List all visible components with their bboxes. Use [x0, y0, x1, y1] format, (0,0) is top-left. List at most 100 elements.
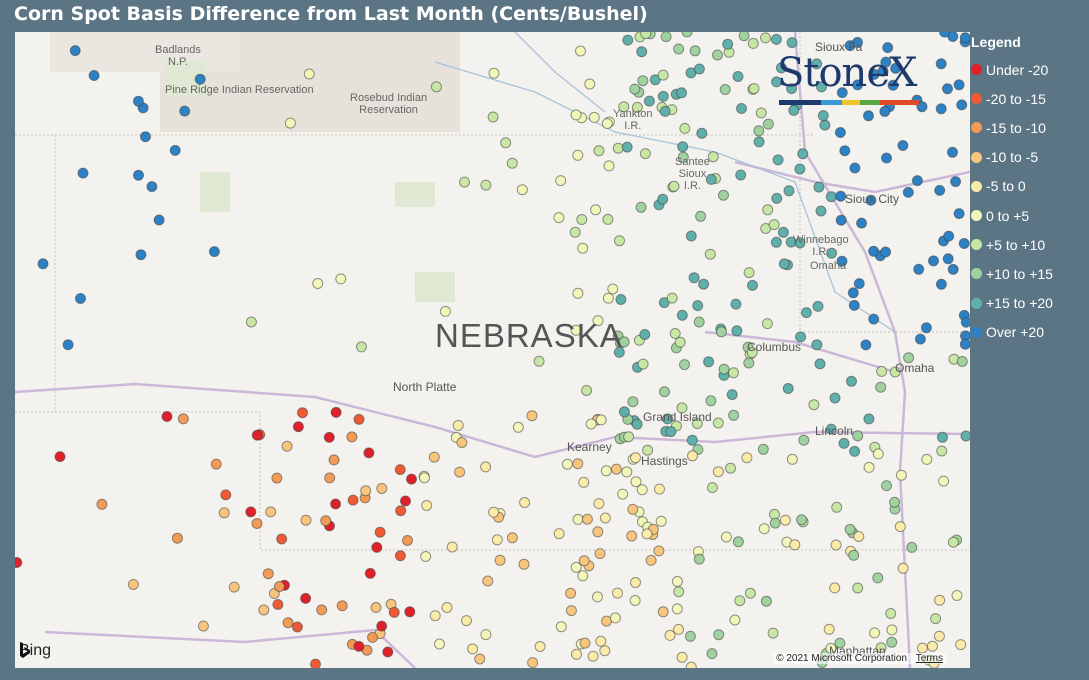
basis-point[interactable]: [677, 141, 689, 153]
basis-point[interactable]: [734, 595, 746, 607]
basis-point[interactable]: [886, 624, 898, 636]
basis-point[interactable]: [428, 451, 440, 463]
basis-point[interactable]: [610, 463, 622, 475]
basis-point[interactable]: [732, 71, 744, 82]
legend-item[interactable]: +10 to +15: [971, 259, 1087, 288]
basis-point[interactable]: [960, 316, 970, 328]
basis-point[interactable]: [786, 453, 798, 465]
basis-point[interactable]: [936, 445, 948, 457]
basis-point[interactable]: [897, 562, 909, 574]
basis-point[interactable]: [812, 300, 824, 312]
basis-point[interactable]: [753, 136, 765, 148]
basis-point[interactable]: [916, 642, 928, 654]
basis-point[interactable]: [882, 42, 894, 54]
basis-point[interactable]: [770, 33, 782, 45]
terms-link[interactable]: Terms: [915, 653, 943, 664]
basis-point[interactable]: [876, 365, 888, 377]
basis-point[interactable]: [400, 495, 411, 507]
basis-point[interactable]: [363, 447, 375, 459]
basis-point[interactable]: [760, 32, 771, 44]
basis-point[interactable]: [553, 212, 565, 224]
basis-point[interactable]: [911, 175, 923, 187]
basis-point[interactable]: [627, 396, 639, 408]
basis-point[interactable]: [570, 109, 582, 121]
basis-point[interactable]: [488, 506, 500, 518]
basis-point[interactable]: [577, 570, 589, 582]
basis-point[interactable]: [609, 612, 621, 624]
basis-point[interactable]: [555, 621, 567, 633]
basis-point[interactable]: [480, 629, 492, 641]
basis-point[interactable]: [906, 541, 918, 553]
basis-point[interactable]: [276, 533, 288, 545]
basis-point[interactable]: [569, 226, 581, 238]
basis-point[interactable]: [356, 341, 367, 353]
basis-point[interactable]: [607, 283, 619, 295]
basis-point[interactable]: [179, 105, 191, 117]
legend-item[interactable]: +5 to +10: [971, 230, 1087, 259]
basis-point[interactable]: [382, 646, 394, 658]
basis-point[interactable]: [914, 333, 926, 345]
basis-point[interactable]: [836, 87, 848, 99]
basis-point[interactable]: [895, 469, 907, 481]
basis-point[interactable]: [639, 148, 651, 160]
basis-point[interactable]: [836, 255, 848, 267]
basis-point[interactable]: [526, 410, 538, 422]
basis-point[interactable]: [533, 355, 545, 367]
basis-point[interactable]: [772, 154, 784, 166]
basis-point[interactable]: [642, 444, 654, 456]
basis-point[interactable]: [746, 347, 758, 359]
basis-point[interactable]: [429, 610, 441, 622]
basis-point[interactable]: [592, 526, 604, 538]
basis-point[interactable]: [637, 358, 649, 370]
basis-point[interactable]: [796, 514, 808, 526]
basis-point[interactable]: [719, 84, 731, 95]
basis-point[interactable]: [297, 407, 308, 419]
basis-point[interactable]: [913, 263, 925, 275]
basis-point[interactable]: [171, 532, 183, 544]
basis-point[interactable]: [693, 63, 705, 75]
basis-point[interactable]: [684, 630, 696, 642]
basis-point[interactable]: [743, 267, 755, 279]
basis-point[interactable]: [880, 246, 892, 258]
legend-item[interactable]: -10 to -5: [971, 143, 1087, 172]
basis-point[interactable]: [762, 204, 774, 216]
basis-point[interactable]: [748, 83, 760, 95]
basis-point[interactable]: [300, 592, 312, 604]
basis-point[interactable]: [657, 69, 669, 81]
basis-point[interactable]: [880, 56, 892, 68]
basis-point[interactable]: [570, 561, 582, 573]
basis-point[interactable]: [177, 413, 189, 425]
basis-point[interactable]: [782, 383, 794, 394]
basis-point[interactable]: [938, 475, 950, 487]
basis-point[interactable]: [688, 272, 700, 284]
basis-point[interactable]: [852, 582, 864, 594]
basis-point[interactable]: [712, 417, 724, 429]
basis-point[interactable]: [613, 346, 625, 358]
basis-point[interactable]: [869, 627, 881, 639]
basis-point[interactable]: [849, 162, 861, 174]
basis-point[interactable]: [679, 122, 691, 134]
legend-item[interactable]: +15 to +20: [971, 289, 1087, 318]
legend-item[interactable]: -20 to -15: [971, 84, 1087, 113]
basis-point[interactable]: [668, 180, 680, 192]
basis-point[interactable]: [705, 395, 717, 407]
basis-point[interactable]: [572, 149, 584, 161]
basis-point[interactable]: [599, 512, 611, 524]
basis-point[interactable]: [512, 421, 524, 433]
basis-point[interactable]: [623, 431, 635, 443]
basis-point[interactable]: [506, 157, 518, 169]
basis-point[interactable]: [15, 557, 23, 568]
basis-point[interactable]: [676, 651, 688, 663]
basis-point[interactable]: [370, 602, 382, 613]
basis-point[interactable]: [581, 513, 593, 525]
basis-point[interactable]: [726, 389, 738, 401]
basis-point[interactable]: [743, 357, 755, 369]
basis-point[interactable]: [942, 83, 953, 95]
basis-point[interactable]: [394, 550, 406, 562]
basis-point[interactable]: [889, 366, 901, 378]
basis-point[interactable]: [671, 603, 683, 615]
basis-point[interactable]: [729, 614, 741, 626]
basis-point[interactable]: [641, 528, 653, 540]
basis-point[interactable]: [769, 517, 781, 529]
basis-point[interactable]: [210, 458, 222, 470]
